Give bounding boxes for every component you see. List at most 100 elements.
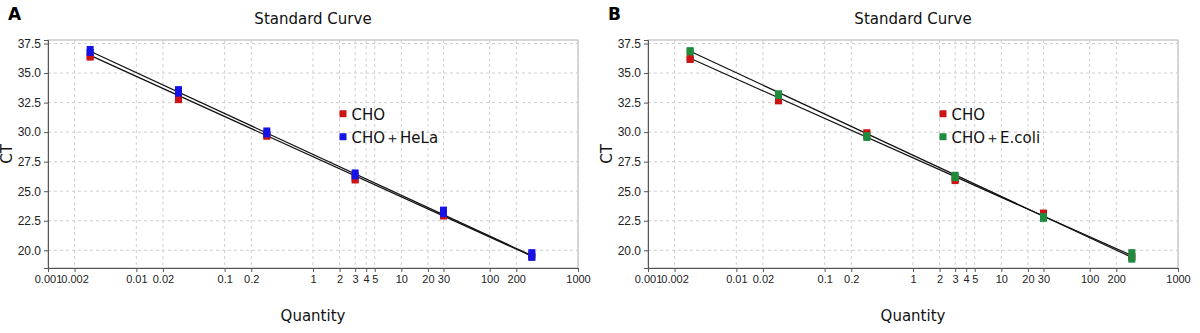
grid-line bbox=[224, 40, 225, 268]
grid-line bbox=[1001, 40, 1002, 268]
grid-line bbox=[851, 40, 852, 268]
tick-label: 1 bbox=[910, 273, 916, 285]
grid-line bbox=[48, 43, 578, 44]
tick-mark bbox=[1028, 268, 1029, 272]
tick-mark bbox=[966, 268, 967, 272]
panel: 0.0010.0020.010.020.10.21234510203010020… bbox=[618, 37, 1191, 285]
legend-swatch bbox=[940, 110, 947, 117]
tick-label: 0.01 bbox=[726, 273, 747, 285]
grid-line bbox=[648, 43, 1178, 44]
tick-mark bbox=[1178, 268, 1179, 272]
tick-mark bbox=[763, 268, 764, 272]
tick-mark bbox=[578, 268, 579, 272]
tick-label: 37.5 bbox=[18, 37, 42, 51]
tick-mark bbox=[644, 250, 648, 251]
grid-line bbox=[48, 250, 578, 251]
x-tick: 1000 bbox=[566, 268, 590, 285]
tick-label: 22.5 bbox=[618, 214, 642, 228]
y-tick: 30.0 bbox=[618, 125, 648, 139]
tick-label: 20 bbox=[1022, 273, 1034, 285]
tick-mark bbox=[443, 268, 444, 272]
grid-line bbox=[251, 40, 252, 268]
x-tick: 1 bbox=[910, 268, 916, 285]
tick-label: 0.001 bbox=[35, 273, 63, 285]
point bbox=[1040, 213, 1047, 220]
x-tick: 0.002 bbox=[61, 268, 89, 285]
x-tick: 0.2 bbox=[844, 268, 859, 285]
x-tick: 0.02 bbox=[153, 268, 174, 285]
point bbox=[1128, 249, 1135, 256]
tick-label: 1000 bbox=[566, 273, 590, 285]
x-tick: 0.1 bbox=[818, 268, 833, 285]
x-tick: 5 bbox=[372, 268, 378, 285]
x-axis-title: Quantity bbox=[281, 307, 346, 325]
legend-label: CHO bbox=[952, 106, 986, 124]
y-axis-title: CT bbox=[598, 143, 616, 163]
grid-line bbox=[674, 40, 675, 268]
grid-line bbox=[162, 40, 163, 268]
point bbox=[440, 207, 447, 214]
grid-line bbox=[339, 40, 340, 268]
tick-mark bbox=[644, 103, 648, 104]
x-tick: 4 bbox=[364, 268, 370, 285]
tick-label: 3 bbox=[353, 273, 359, 285]
tick-mark bbox=[675, 268, 676, 272]
grid-line bbox=[1043, 40, 1044, 268]
point bbox=[263, 127, 270, 134]
grid-line bbox=[1027, 40, 1028, 268]
tick-mark bbox=[644, 44, 648, 45]
tick-mark bbox=[851, 268, 852, 272]
tick-label: 1000 bbox=[1166, 273, 1190, 285]
tick-label: 2 bbox=[937, 273, 943, 285]
tick-mark bbox=[375, 268, 376, 272]
y-tick: 32.5 bbox=[18, 96, 48, 110]
legend-label: CHO bbox=[352, 106, 386, 124]
tick-label: 35.0 bbox=[18, 66, 42, 80]
tick-mark bbox=[644, 162, 648, 163]
x-tick: 200 bbox=[1108, 268, 1126, 285]
grid-line bbox=[355, 40, 356, 268]
x-tick: 100 bbox=[1081, 268, 1099, 285]
y-tick: 27.5 bbox=[18, 155, 48, 169]
legend: CHOCHO＋E.coli bbox=[940, 106, 1041, 147]
tick-label: 32.5 bbox=[18, 96, 42, 110]
x-tick: 0.001 bbox=[35, 268, 63, 285]
grid-line bbox=[489, 40, 490, 268]
tick-mark bbox=[644, 221, 648, 222]
tick-mark bbox=[1090, 268, 1091, 272]
plot-frame bbox=[48, 40, 578, 268]
point bbox=[87, 46, 94, 53]
tick-mark bbox=[44, 73, 48, 74]
x-tick: 100 bbox=[481, 268, 499, 285]
tick-label: 1 bbox=[310, 273, 316, 285]
x-tick: 0.1 bbox=[218, 268, 233, 285]
tick-mark bbox=[490, 268, 491, 272]
tick-mark bbox=[355, 268, 356, 272]
tick-mark bbox=[44, 132, 48, 133]
tick-label: 0.1 bbox=[218, 273, 233, 285]
x-tick: 30 bbox=[438, 268, 450, 285]
grid-line bbox=[401, 40, 402, 268]
tick-label: 27.5 bbox=[18, 155, 42, 169]
tick-mark bbox=[340, 268, 341, 272]
tick-label: 30 bbox=[438, 273, 450, 285]
x-tick: 3 bbox=[953, 268, 959, 285]
tick-label: 10 bbox=[396, 273, 408, 285]
tick-label: 0.02 bbox=[153, 273, 174, 285]
tick-mark bbox=[401, 268, 402, 272]
x-tick: 1 bbox=[310, 268, 316, 285]
axis-line bbox=[44, 41, 49, 269]
legend-item: CHO bbox=[940, 106, 986, 124]
x-axis: 0.0010.0020.010.020.10.21234510203010020… bbox=[35, 268, 591, 285]
x-tick: 20 bbox=[422, 268, 434, 285]
tick-mark bbox=[1001, 268, 1002, 272]
grid-line bbox=[48, 132, 578, 133]
x-tick: 0.001 bbox=[635, 268, 663, 285]
x-tick: 10 bbox=[996, 268, 1008, 285]
tick-label: 0.2 bbox=[844, 273, 859, 285]
panel-label: A bbox=[8, 4, 22, 24]
tick-label: 5 bbox=[372, 273, 378, 285]
grid-line bbox=[648, 161, 1178, 162]
grid-line bbox=[955, 40, 956, 268]
axis-line bbox=[649, 269, 1179, 273]
